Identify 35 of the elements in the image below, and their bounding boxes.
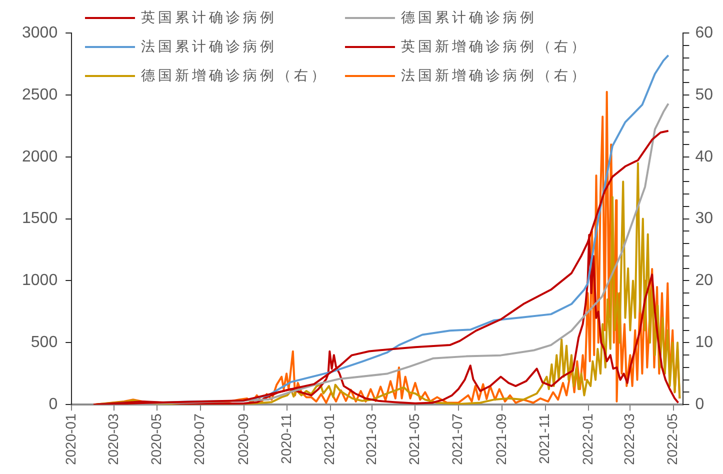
x-tick-label: 2021-09 xyxy=(493,413,510,466)
y-tick-label: 3000 xyxy=(22,24,58,42)
x-tick-label: 2020-11 xyxy=(278,413,294,464)
x-tick-label: 2020-09 xyxy=(234,413,251,466)
legend-label: 英国累计确诊病例 xyxy=(141,9,277,27)
x-tick-label: 2021-05 xyxy=(406,413,422,466)
y2-tick-label: 10 xyxy=(695,334,714,352)
legend-label: 德国累计确诊病例 xyxy=(401,9,537,27)
x-tick-label: 2020-05 xyxy=(148,413,164,466)
x-tick-label: 2022-01 xyxy=(579,413,596,466)
x-tick-label: 2020-03 xyxy=(104,413,121,466)
y-tick-label: 2500 xyxy=(22,86,58,104)
y2-tick-label: 40 xyxy=(695,148,714,166)
y2-tick-label: 20 xyxy=(695,272,714,290)
x-tick-label: 2020-07 xyxy=(191,413,208,466)
y-tick-label: 0 xyxy=(48,396,58,414)
y-tick-label: 2000 xyxy=(22,148,58,166)
legend-label: 英国新增确诊病例（右） xyxy=(401,38,588,56)
x-tick-label: 2021-01 xyxy=(321,413,338,466)
x-tick-label: 2022-05 xyxy=(664,413,680,466)
x-tick-label: 2021-07 xyxy=(449,413,466,466)
y2-tick-label: 50 xyxy=(695,86,714,104)
y2-tick-label: 0 xyxy=(695,396,704,414)
legend-label: 法国累计确诊病例 xyxy=(141,38,277,56)
x-tick-label: 2021-11 xyxy=(536,413,552,464)
x-tick-label: 2020-01 xyxy=(62,413,78,466)
y-tick-label: 500 xyxy=(30,334,58,352)
x-tick-label: 2022-03 xyxy=(621,413,638,466)
y2-tick-label: 30 xyxy=(695,210,714,228)
x-tick-label: 2021-03 xyxy=(362,413,379,466)
legend-label: 德国新增确诊病例（右） xyxy=(141,67,328,85)
y-tick-label: 1500 xyxy=(22,210,58,228)
legend-label: 法国新增确诊病例（右） xyxy=(401,67,588,85)
y-tick-label: 1000 xyxy=(22,272,58,290)
y2-tick-label: 60 xyxy=(695,24,714,42)
